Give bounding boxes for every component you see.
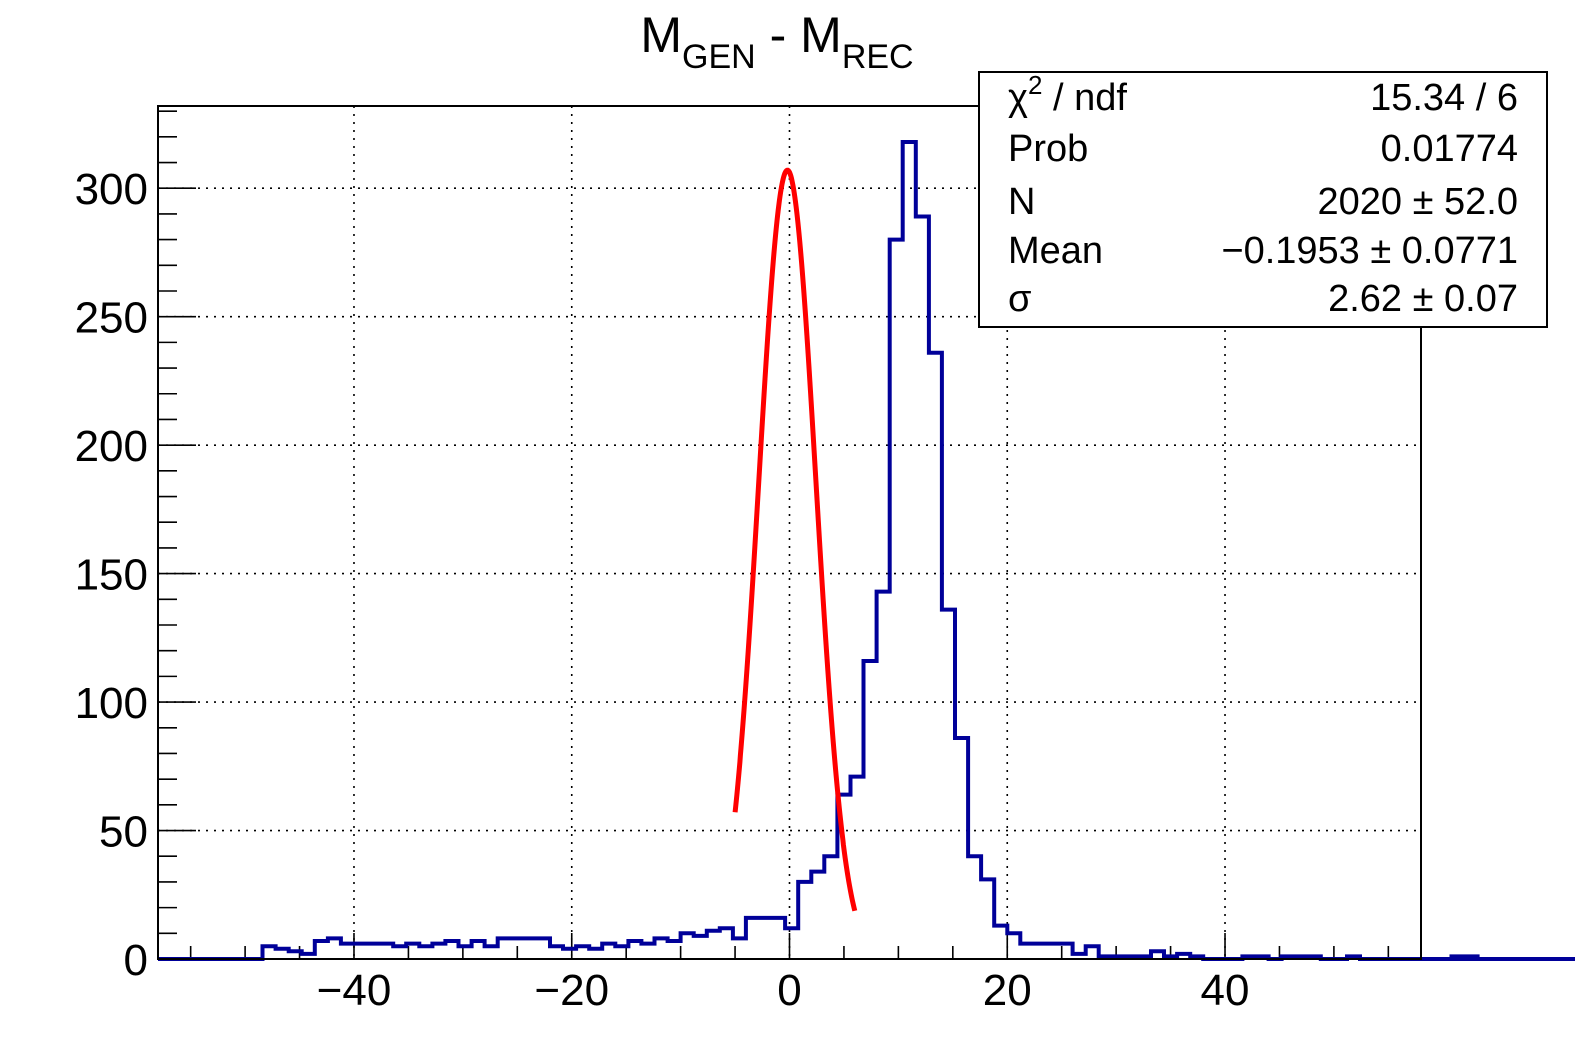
stats-chi2-label: χ2 / ndf xyxy=(1008,70,1127,119)
chi-symbol: χ xyxy=(1008,77,1028,119)
x-tick-label: −40 xyxy=(317,966,392,1015)
fit-stats-box: χ2 / ndf 15.34 / 6 Prob 0.01774 N 2020 ±… xyxy=(978,70,1548,328)
x-tick-label: 0 xyxy=(777,966,801,1015)
stats-n-label: N xyxy=(1008,181,1035,223)
chart-title: MGEN - MREC xyxy=(640,7,913,76)
y-tick-label: 200 xyxy=(75,422,148,471)
y-tick-label: 150 xyxy=(75,551,148,600)
title-sub-gen: GEN xyxy=(682,38,756,76)
stats-n-value: 2020 ± 52.0 xyxy=(1318,181,1518,223)
histogram-series xyxy=(158,140,1575,961)
plot-frame xyxy=(157,105,1422,960)
stats-prob-value: 0.01774 xyxy=(1381,128,1518,170)
stats-sigma-label: σ xyxy=(1008,278,1031,320)
title-mid: - M xyxy=(756,7,842,63)
stats-chi2-value: 15.34 / 6 xyxy=(1370,77,1518,119)
stats-mean-label: Mean xyxy=(1008,230,1103,272)
chi-sup: 2 xyxy=(1028,70,1042,100)
x-tick-label: 20 xyxy=(983,966,1032,1015)
y-tick-label: 250 xyxy=(75,294,148,343)
gaussian-fit-curve xyxy=(732,167,858,912)
y-tick-label: 300 xyxy=(75,165,148,214)
title-sub-rec: REC xyxy=(842,38,914,76)
y-tick-label: 100 xyxy=(75,679,148,728)
x-tick-label: −20 xyxy=(534,966,609,1015)
stats-mean-value: −0.1953 ± 0.0771 xyxy=(1221,230,1518,272)
title-main: M xyxy=(640,7,682,63)
tick-labels: −40 −20 0 20 40 0 50 100 150 200 250 300 xyxy=(75,165,1250,1015)
stats-sigma-value: 2.62 ± 0.07 xyxy=(1328,278,1518,320)
stats-box-frame xyxy=(978,71,1548,328)
x-tick-label: 40 xyxy=(1201,966,1250,1015)
y-tick-label: 0 xyxy=(124,936,148,985)
y-tick-label: 50 xyxy=(99,808,148,857)
axis-ticks xyxy=(158,110,1390,960)
chi-sep: / xyxy=(1042,77,1074,119)
stats-prob-label: Prob xyxy=(1008,128,1088,170)
chi-ndf-label: ndf xyxy=(1074,77,1127,119)
